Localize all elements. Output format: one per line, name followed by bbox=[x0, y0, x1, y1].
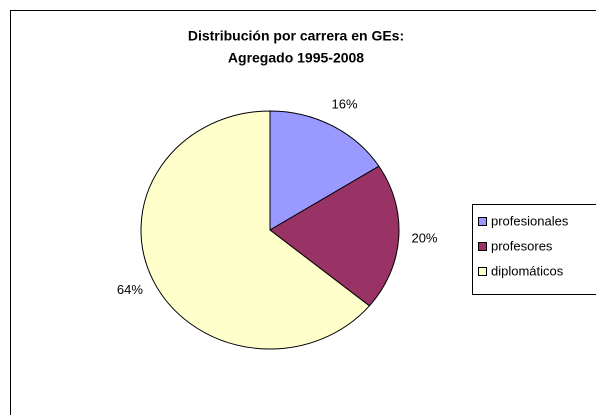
legend-swatch bbox=[478, 217, 487, 226]
chart-title: Distribución por carrera en GEs: bbox=[188, 28, 404, 44]
legend-label: profesores bbox=[491, 238, 553, 253]
legend-label: profesionales bbox=[491, 213, 569, 228]
legend-label: diplomáticos bbox=[491, 263, 564, 278]
legend-swatch bbox=[478, 242, 487, 251]
pie-slice bbox=[269, 165, 400, 307]
pie-slice bbox=[140, 110, 371, 350]
legend-box bbox=[472, 204, 596, 295]
chart-title: Agregado 1995-2008 bbox=[228, 50, 364, 66]
data-label: 20% bbox=[411, 230, 437, 245]
legend-swatch bbox=[478, 267, 487, 276]
data-label: 16% bbox=[332, 96, 358, 111]
data-label: 64% bbox=[117, 282, 143, 297]
pie-slice bbox=[269, 110, 380, 231]
